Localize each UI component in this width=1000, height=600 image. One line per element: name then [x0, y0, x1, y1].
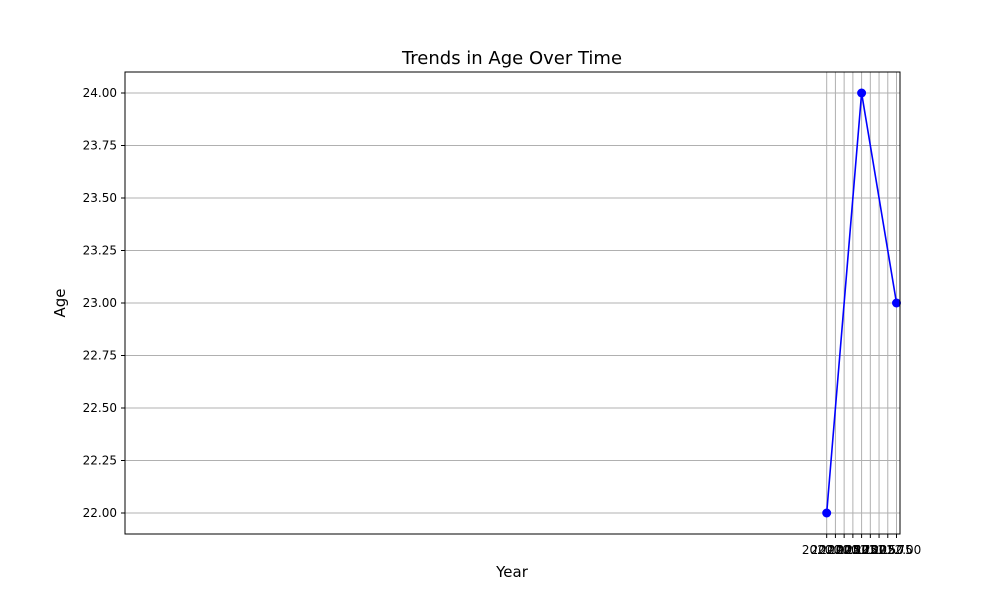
x-tick-label: 2020.25 — [811, 543, 861, 557]
data-point — [822, 508, 832, 518]
x-tick-label: 2021.50 — [854, 543, 904, 557]
y-tick-label: 22.25 — [83, 454, 117, 468]
data-point — [857, 88, 867, 98]
y-tick-label: 23.75 — [83, 139, 117, 153]
y-tick-label: 23.50 — [83, 191, 117, 205]
y-tick-label: 22.50 — [83, 401, 117, 415]
chart-title: Trends in Age Over Time — [401, 48, 622, 69]
x-tick-label: 2020.75 — [828, 543, 878, 557]
x-tick-label: 2022.00 — [872, 543, 922, 557]
y-tick-label: 22.75 — [83, 349, 117, 363]
data-point — [892, 298, 902, 308]
y-tick-label: 23.00 — [83, 296, 117, 310]
x-axis: 2020.002020.252020.502020.752021.002021.… — [802, 534, 921, 557]
x-tick-label: 2021.00 — [837, 543, 887, 557]
y-axis: 22.00 22.25 22.50 22.75 23.00 23.25 23.50 23.75… — [83, 86, 125, 520]
x-tick-label: 2020.00 — [802, 543, 852, 557]
series-layer — [822, 88, 902, 518]
y-tick-label: 22.00 — [83, 506, 117, 520]
grid — [125, 72, 900, 534]
x-tick-label: 2020.50 — [819, 543, 869, 557]
x-axis-label: Year — [495, 563, 529, 581]
x-tick-label: 2021.75 — [863, 543, 913, 557]
y-axis-label: Age — [51, 288, 69, 317]
y-tick-label: 24.00 — [83, 86, 117, 100]
y-tick-label: 23.25 — [83, 244, 117, 258]
x-tick-label: 2021.25 — [846, 543, 896, 557]
